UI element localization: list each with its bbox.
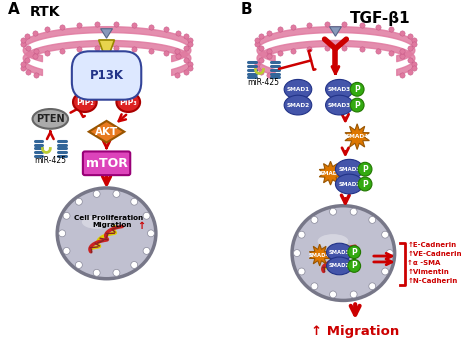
Circle shape [350, 98, 364, 112]
Circle shape [311, 283, 318, 290]
Circle shape [358, 177, 372, 191]
Text: RTK: RTK [29, 5, 60, 19]
Circle shape [113, 191, 120, 197]
Text: TGF-β1: TGF-β1 [349, 11, 410, 26]
FancyBboxPatch shape [83, 151, 130, 175]
Polygon shape [100, 29, 112, 38]
Circle shape [382, 231, 389, 238]
Text: B: B [241, 2, 252, 17]
Text: SMAD4: SMAD4 [319, 171, 342, 176]
Text: P: P [362, 180, 368, 189]
Text: P13K: P13K [90, 69, 124, 82]
Circle shape [143, 212, 150, 219]
Circle shape [311, 216, 318, 223]
Text: AKT: AKT [95, 127, 118, 137]
Ellipse shape [326, 79, 353, 99]
Text: SMAD4: SMAD4 [346, 134, 369, 139]
Text: miR-425: miR-425 [247, 78, 280, 87]
Circle shape [298, 231, 305, 238]
Text: PIP₃: PIP₃ [119, 98, 137, 107]
Ellipse shape [73, 92, 97, 112]
Circle shape [329, 291, 337, 298]
Text: SMAD4: SMAD4 [309, 252, 330, 258]
Polygon shape [99, 40, 114, 66]
Ellipse shape [326, 95, 353, 115]
Circle shape [131, 198, 137, 205]
Text: ↑: ↑ [137, 222, 145, 232]
Circle shape [348, 259, 361, 272]
Circle shape [350, 83, 364, 96]
Polygon shape [310, 244, 330, 266]
Ellipse shape [327, 243, 352, 261]
Text: SMAD3: SMAD3 [329, 250, 350, 255]
Polygon shape [89, 121, 124, 142]
Ellipse shape [336, 159, 363, 179]
Ellipse shape [284, 95, 312, 115]
Text: PIP₂: PIP₂ [76, 98, 94, 107]
Text: mTOR: mTOR [86, 157, 128, 170]
Ellipse shape [57, 188, 156, 279]
Ellipse shape [318, 234, 348, 248]
Text: SMAD3: SMAD3 [328, 103, 351, 108]
Ellipse shape [33, 109, 68, 129]
Text: P: P [354, 100, 360, 110]
Text: Migration: Migration [93, 223, 132, 228]
Circle shape [131, 261, 137, 268]
Ellipse shape [336, 174, 363, 194]
Text: P: P [362, 165, 368, 174]
Circle shape [147, 230, 155, 237]
Text: SMAD2: SMAD2 [286, 103, 310, 108]
Circle shape [382, 268, 389, 275]
Text: ↑E-Cadnerin: ↑E-Cadnerin [408, 242, 456, 248]
Circle shape [143, 247, 150, 254]
Circle shape [329, 208, 337, 215]
Text: SMAD3: SMAD3 [328, 87, 351, 92]
Text: ↑Vimentin: ↑Vimentin [408, 269, 449, 275]
Circle shape [358, 162, 372, 176]
Circle shape [59, 230, 65, 237]
Circle shape [93, 269, 100, 276]
Text: Cell Proliferation: Cell Proliferation [74, 215, 143, 221]
Polygon shape [319, 161, 342, 185]
Text: ↑α -SMA: ↑α -SMA [408, 260, 441, 266]
Text: ↑VE-Cadnerin: ↑VE-Cadnerin [408, 251, 462, 257]
Text: P: P [354, 85, 360, 94]
Circle shape [350, 208, 357, 215]
Circle shape [350, 291, 357, 298]
Circle shape [113, 269, 120, 276]
Text: ↑ Migration: ↑ Migration [311, 324, 399, 337]
Polygon shape [345, 124, 369, 150]
Text: SMAD3: SMAD3 [338, 167, 360, 172]
Circle shape [386, 250, 393, 257]
Ellipse shape [117, 92, 140, 112]
Circle shape [93, 191, 100, 197]
Text: SMAD1: SMAD1 [286, 87, 310, 92]
Circle shape [293, 250, 301, 257]
Circle shape [75, 198, 82, 205]
Ellipse shape [292, 206, 395, 300]
Circle shape [63, 212, 70, 219]
Text: A: A [8, 2, 19, 17]
Circle shape [75, 261, 82, 268]
Circle shape [348, 246, 361, 258]
Circle shape [369, 216, 376, 223]
Circle shape [298, 268, 305, 275]
Text: miR-425: miR-425 [34, 156, 66, 165]
Text: PTEN: PTEN [36, 114, 64, 124]
Text: SMAD2: SMAD2 [338, 182, 360, 186]
Ellipse shape [327, 257, 352, 275]
Circle shape [369, 283, 376, 290]
Ellipse shape [284, 79, 312, 99]
Text: P: P [351, 261, 357, 270]
Text: ↑N-Cadherin: ↑N-Cadherin [408, 278, 458, 284]
Circle shape [63, 247, 70, 254]
Text: SMAD2: SMAD2 [329, 264, 350, 268]
Polygon shape [329, 27, 341, 36]
Text: P: P [351, 248, 357, 257]
Ellipse shape [82, 215, 111, 229]
